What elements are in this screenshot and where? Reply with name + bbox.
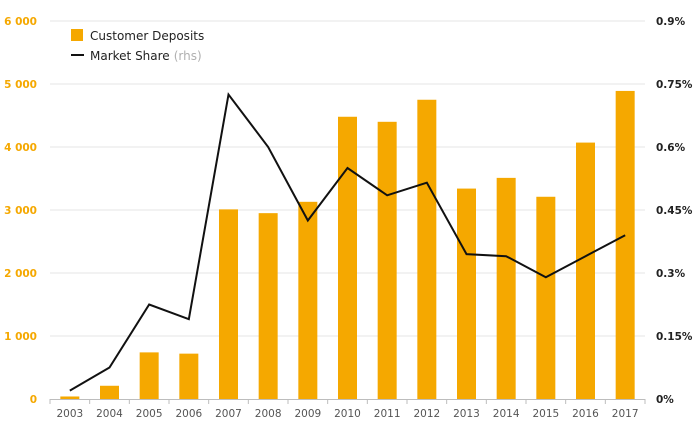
x-tick-label: 2014 bbox=[493, 408, 520, 420]
legend-label-market-share-name: Market Share bbox=[90, 49, 170, 63]
y-left-tick-label: 0 bbox=[30, 394, 37, 406]
x-tick-label: 2012 bbox=[413, 408, 440, 420]
bar bbox=[417, 99, 437, 399]
y-right-tick-label: 0% bbox=[656, 394, 674, 406]
y-right-tick-label: 0.9% bbox=[656, 16, 686, 28]
x-tick-label: 2017 bbox=[612, 408, 639, 420]
bar bbox=[139, 352, 159, 399]
axes: 0 1 000 2 000 3 000 4 000 5 000 6 000 0% 0.15% 0.… bbox=[4, 16, 693, 420]
x-tick-label: 2016 bbox=[572, 408, 599, 420]
x-tick-label: 2010 bbox=[334, 408, 361, 420]
x-tick-label: 2013 bbox=[453, 408, 480, 420]
y-left-tick-label: 5 000 bbox=[4, 79, 37, 91]
bar bbox=[258, 213, 278, 399]
x-tick-label: 2009 bbox=[294, 408, 321, 420]
line-series-market-share bbox=[69, 92, 626, 392]
x-tick-label: 2008 bbox=[255, 408, 282, 420]
bar bbox=[219, 209, 238, 399]
bar-series-customer-deposits bbox=[60, 90, 635, 400]
y-right-tick-label: 0.3% bbox=[656, 268, 686, 280]
y-right-tick-label: 0.45% bbox=[656, 205, 693, 217]
y-left-tick-label: 4 000 bbox=[4, 142, 37, 154]
y-right-tick-label: 0.75% bbox=[656, 79, 693, 91]
y-left-tick-label: 1 000 bbox=[4, 331, 37, 343]
legend: Customer Deposits Market Share (rhs) bbox=[71, 29, 204, 63]
x-tick-label: 2004 bbox=[96, 408, 123, 420]
bar bbox=[60, 396, 80, 399]
y-left-tick-label: 2 000 bbox=[4, 268, 37, 280]
legend-label-market-share-suffix: (rhs) bbox=[174, 49, 202, 63]
bar bbox=[377, 121, 397, 400]
x-tick-label: 2015 bbox=[532, 408, 559, 420]
bar bbox=[576, 142, 595, 399]
bar bbox=[100, 385, 119, 399]
bar bbox=[496, 177, 516, 399]
bar bbox=[536, 196, 556, 399]
legend-label-customer-deposits: Customer Deposits bbox=[90, 29, 204, 43]
y-right-tick-label: 0.6% bbox=[656, 142, 686, 154]
legend-label-market-share: Market Share (rhs) bbox=[90, 49, 202, 63]
bar bbox=[615, 90, 635, 400]
y-left-tick-label: 3 000 bbox=[4, 205, 37, 217]
x-tick-label: 2006 bbox=[175, 408, 202, 420]
legend-swatch-customer-deposits bbox=[71, 29, 83, 41]
bar bbox=[298, 201, 318, 399]
x-tick-label: 2011 bbox=[374, 408, 401, 420]
bar bbox=[179, 353, 199, 399]
x-tick-label: 2003 bbox=[56, 408, 83, 420]
x-tick-label: 2007 bbox=[215, 408, 242, 420]
bar bbox=[457, 188, 476, 399]
bar bbox=[338, 116, 357, 399]
x-tick-label: 2005 bbox=[136, 408, 163, 420]
y-right-tick-label: 0.15% bbox=[656, 331, 693, 343]
y-left-tick-label: 6 000 bbox=[4, 16, 37, 28]
